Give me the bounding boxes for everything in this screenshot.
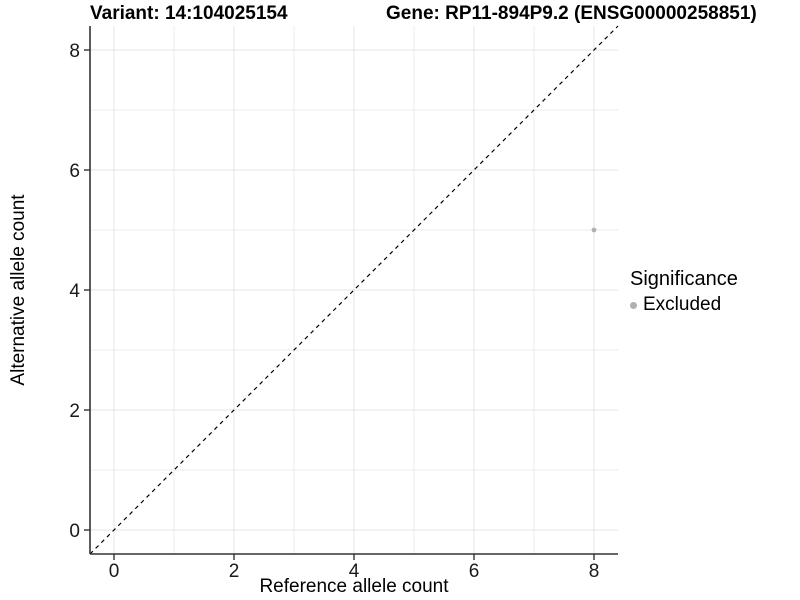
y-tick-label: 4 [69, 281, 80, 302]
y-tick-label: 2 [69, 401, 80, 422]
y-tick-label: 6 [69, 161, 80, 182]
y-axis-title: Alternative allele count [8, 194, 29, 386]
x-tick-label: 4 [349, 561, 360, 582]
y-tick-label: 0 [69, 521, 80, 542]
y-tick-label: 8 [69, 41, 80, 62]
legend-title: Significance [630, 268, 738, 290]
data-point [591, 227, 597, 233]
legend-item-excluded: Excluded [630, 294, 738, 316]
legend: Significance Excluded [630, 268, 738, 316]
x-tick-label: 6 [469, 561, 480, 582]
legend-point-icon [630, 301, 637, 309]
x-axis-title: Reference allele count [259, 576, 449, 597]
x-tick-label: 0 [109, 561, 120, 582]
x-tick-label: 8 [589, 561, 600, 582]
plot-title-variant: Variant: 14:104025154 [90, 3, 288, 24]
plot-title-gene: Gene: RP11-894P9.2 (ENSG00000258851) [386, 3, 757, 24]
legend-item-label: Excluded [643, 294, 722, 315]
x-tick-label: 2 [229, 561, 240, 582]
